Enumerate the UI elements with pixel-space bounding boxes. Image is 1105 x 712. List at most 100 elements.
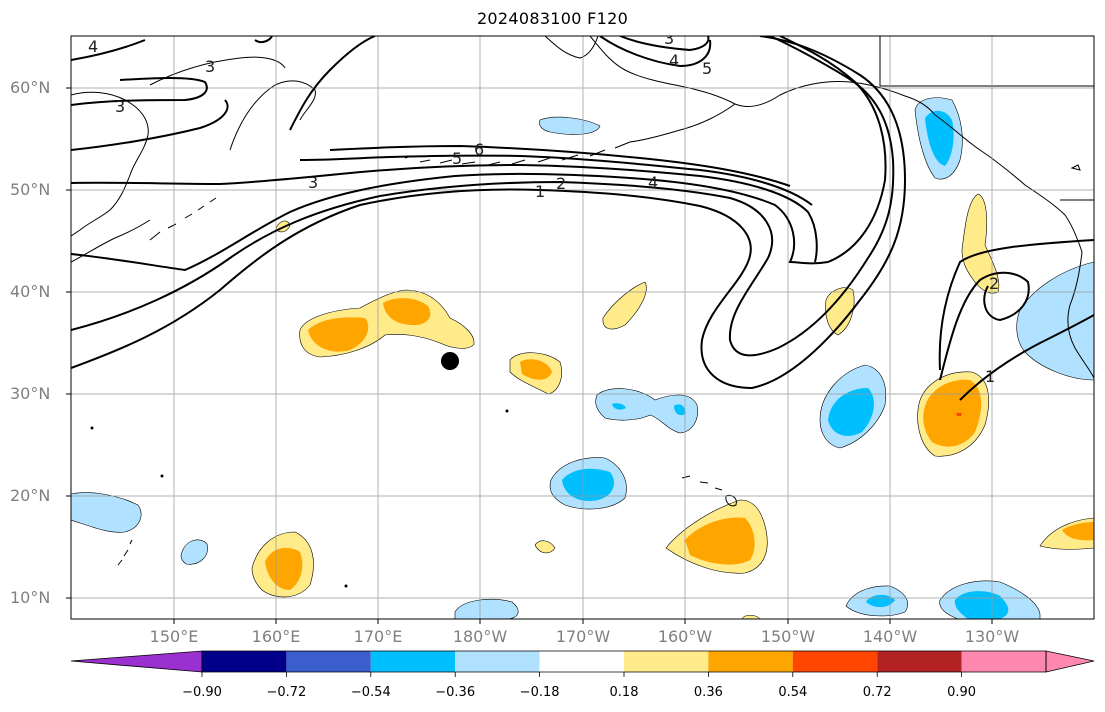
positive-anomaly-core — [308, 317, 369, 352]
negative-anomaly-region — [539, 116, 601, 135]
colorbar-tick-label: −0.36 — [435, 685, 476, 700]
gridlines — [71, 36, 1094, 619]
contour-label: 6 — [474, 140, 484, 159]
colorbar-swatch — [370, 651, 456, 672]
negative-anomaly-core — [828, 388, 874, 436]
colorbar-tick-label: 0.90 — [947, 685, 977, 700]
contour-labels: 1 2 3 4 5 6 3 3 4 3 4 5 2 1 — [88, 29, 999, 386]
coastlines — [71, 36, 1094, 588]
contour-line — [939, 271, 1030, 381]
contour-label: 5 — [452, 149, 462, 168]
negative-anomaly-region — [71, 492, 142, 533]
positive-anomaly-core — [520, 359, 552, 380]
lon-label: 150°W — [760, 627, 816, 646]
contour-label: 2 — [989, 274, 999, 293]
coastline-siberia — [71, 91, 149, 237]
positive-anomaly-core — [383, 298, 431, 326]
colorbar-tick-label: −0.54 — [350, 685, 391, 700]
contour-line — [71, 36, 895, 357]
contour-line — [71, 39, 208, 106]
coastline-kamchatka — [229, 80, 316, 151]
colorbar-tick-label: −0.90 — [182, 685, 222, 700]
coastline-hawaii — [681, 475, 737, 507]
contour-label: 3 — [115, 97, 125, 116]
positive-anomaly-core — [265, 547, 303, 590]
contour-line — [254, 36, 376, 131]
island-chain — [117, 539, 133, 566]
contour-label: 4 — [669, 51, 679, 70]
positive-anomaly-region — [825, 287, 855, 336]
lat-label: 30°N — [10, 384, 51, 403]
lat-label: 10°N — [10, 588, 51, 607]
contour-label: 3 — [664, 29, 674, 48]
positive-anomaly-peak — [956, 413, 962, 416]
colorbar-tick-label: 0.72 — [862, 685, 892, 700]
colorbar-frame — [201, 650, 1047, 673]
lat-label: 60°N — [10, 78, 51, 97]
positive-anomaly-core — [923, 379, 982, 447]
border-canada — [879, 36, 1094, 201]
contour-line — [71, 36, 907, 390]
positive-anomaly-region — [534, 540, 556, 554]
positive-anomaly-core — [1062, 522, 1094, 541]
lon-label: 130°W — [964, 627, 1020, 646]
negative-anomaly-core — [612, 403, 626, 410]
colorbar-tick-label: 0.54 — [778, 685, 808, 700]
lat-label: 20°N — [10, 486, 51, 505]
colorbar-extend-high — [1045, 650, 1095, 673]
contour-label: 1 — [535, 182, 545, 201]
coastline-us-west — [1067, 251, 1094, 379]
negative-anomaly-core — [674, 404, 686, 416]
lat-label: 50°N — [10, 180, 51, 199]
contour-label: 3 — [308, 173, 318, 192]
colorbar-tick-label: 0.18 — [609, 685, 639, 700]
contour-label: 5 — [702, 59, 712, 78]
tick-marks — [66, 87, 993, 624]
island-dot — [505, 409, 509, 413]
contour-line — [71, 99, 229, 151]
colorbar-swatch — [455, 651, 540, 672]
coastline-okhotsk — [149, 56, 286, 86]
coastline-bering — [544, 36, 599, 59]
location-marker — [441, 352, 459, 370]
contour-line — [71, 36, 887, 272]
lon-label: 150°E — [149, 627, 199, 646]
contour-line — [299, 154, 813, 206]
lon-label: 170°W — [555, 627, 611, 646]
contour-label: 2 — [556, 174, 566, 193]
coastline-alaska-peninsula — [629, 103, 736, 143]
contour-line — [329, 144, 791, 187]
colorbar-swatch — [961, 651, 1046, 672]
coastline-bc — [934, 114, 1083, 253]
island-dot — [344, 584, 348, 588]
colorbar-tick-label: −0.18 — [519, 685, 560, 700]
lon-label: 170°E — [353, 627, 403, 646]
colorbar-swatch — [792, 651, 878, 672]
positive-anomaly-region — [961, 193, 1000, 294]
contour-label: 1 — [985, 367, 995, 386]
colorbar-swatch — [539, 651, 624, 672]
colorbar-tick-label: 0.36 — [693, 685, 723, 700]
contour-line — [71, 163, 818, 263]
contour-label: 3 — [205, 57, 215, 76]
map-content: 1 2 3 4 5 6 3 3 4 3 4 5 2 1 — [71, 29, 1094, 619]
colorbar-swatch — [202, 651, 287, 672]
colorbar-swatch — [877, 651, 962, 672]
colorbar-swatch — [624, 651, 709, 672]
contour-line — [599, 36, 712, 68]
lon-label: 160°E — [251, 627, 301, 646]
contour-label: 4 — [648, 173, 658, 192]
negative-anomaly-region — [595, 388, 698, 434]
contour-line — [938, 239, 1094, 371]
colorbar-swatch — [286, 651, 371, 672]
positive-anomaly-region — [602, 281, 647, 330]
negative-anomaly-core — [562, 468, 614, 502]
contour-line — [959, 314, 1094, 401]
contour-label: 4 — [88, 37, 98, 56]
colorbar — [70, 650, 1095, 677]
positive-anomaly-core — [685, 517, 755, 565]
lon-label: 180°W — [452, 627, 508, 646]
negative-anomaly-core — [925, 110, 954, 166]
contours — [71, 36, 1094, 401]
